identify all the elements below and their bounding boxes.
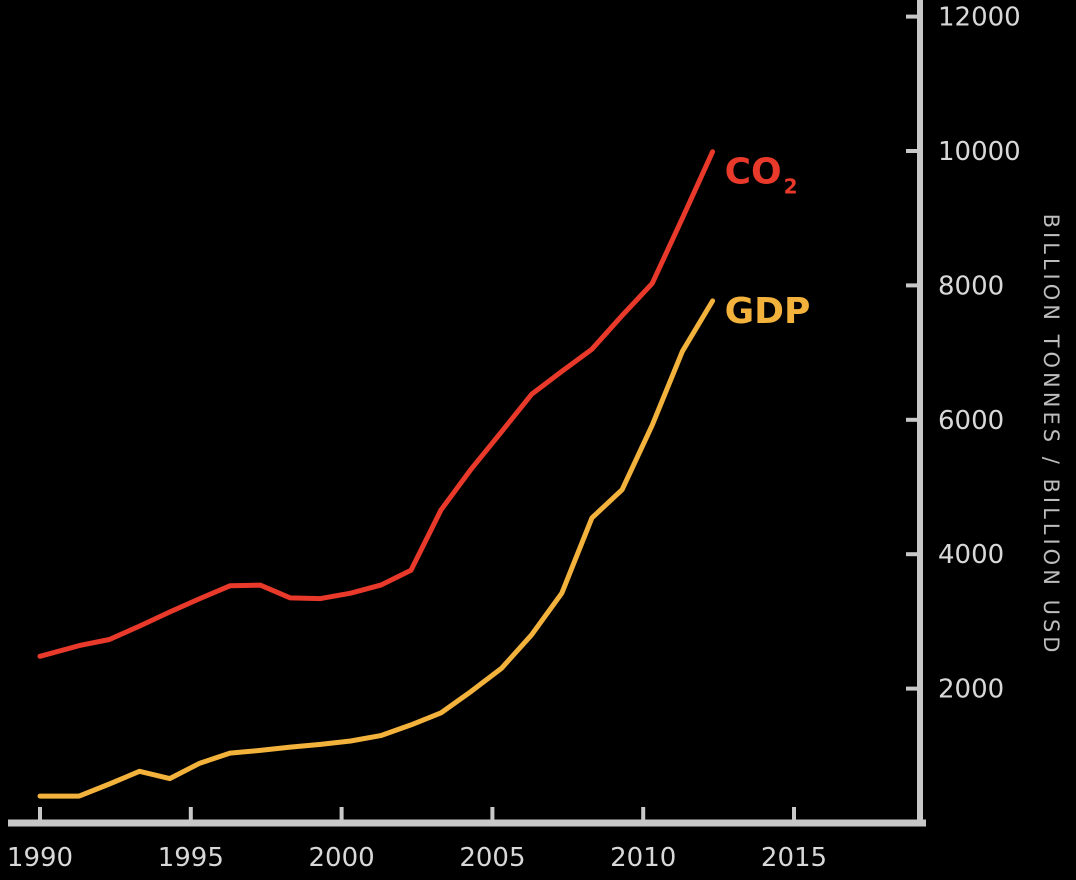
x-tick-label: 1990	[7, 843, 73, 873]
series-label-gdp: GDP	[725, 291, 811, 332]
y-tick-label: 2000	[938, 675, 1004, 705]
label-layer: CO 2 GDP	[725, 152, 811, 332]
series-layer	[37, 149, 716, 799]
series-label-text: GDP	[725, 291, 811, 332]
series-label-co: CO 2	[725, 152, 798, 199]
y-tick-label: 6000	[938, 406, 1004, 436]
x-tick-label: 2005	[459, 843, 525, 873]
series-label-text: CO	[725, 152, 782, 193]
series-line-co	[37, 149, 716, 659]
x-tick-label: 2000	[309, 843, 375, 873]
y-tick-label: 4000	[938, 540, 1004, 570]
y-tick-label: 12000	[938, 3, 1021, 33]
y-axis-title: BILLION TONNES / BILLION USD	[1039, 214, 1063, 657]
x-tick-label: 2010	[610, 843, 676, 873]
y-tick-label: 10000	[938, 137, 1021, 167]
x-tick-label: 2015	[761, 843, 827, 873]
series-label-subscript: 2	[784, 175, 798, 199]
x-tick-label: 1995	[158, 843, 224, 873]
axis-layer: 1990 1995 2000 2005 2010 2015 2000 4000 6000 8000…	[7, 0, 1063, 873]
series-line-gdp	[37, 298, 716, 799]
y-tick-label: 8000	[938, 271, 1004, 301]
